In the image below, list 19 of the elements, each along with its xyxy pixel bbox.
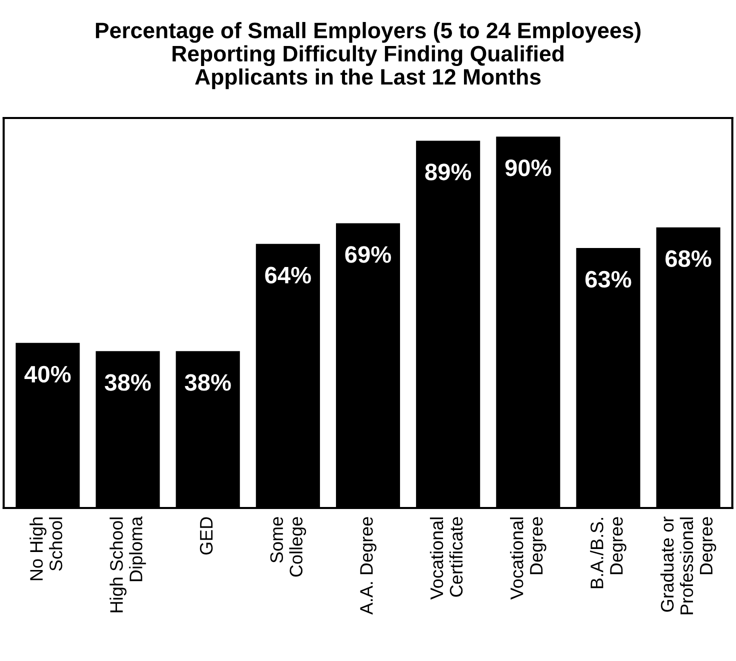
data-label: 63%: [585, 270, 632, 288]
x-tick-label: Vocational Certificate: [430, 517, 463, 600]
data-label: 69%: [345, 246, 392, 263]
x-tick-label: Vocational Degree: [510, 517, 546, 600]
data-label: 40%: [24, 366, 71, 383]
x-tick-label: High School Diploma: [110, 516, 146, 612]
x-tick-label: B.A./B.S. Degree: [590, 517, 626, 588]
data-label: 90%: [505, 159, 552, 176]
data-label: 38%: [104, 374, 151, 391]
x-tick-label: A.A. Degree: [360, 517, 376, 615]
x-tick-label: Some College: [270, 517, 306, 577]
data-label: 38%: [184, 374, 231, 391]
data-label: 64%: [265, 266, 311, 284]
data-label: 89%: [425, 164, 472, 180]
chart-title: Percentage of Small Employers (5 to 24 Employees) Reporting Difficulty Finding Qualified Applicants in the Last 12 Months: [96, 22, 640, 90]
x-tick-label: GED: [200, 517, 213, 555]
data-label: 68%: [666, 250, 712, 267]
x-tick-label: No High School: [30, 518, 62, 580]
x-tick-label: Graduate or Professional Degree: [660, 516, 716, 614]
